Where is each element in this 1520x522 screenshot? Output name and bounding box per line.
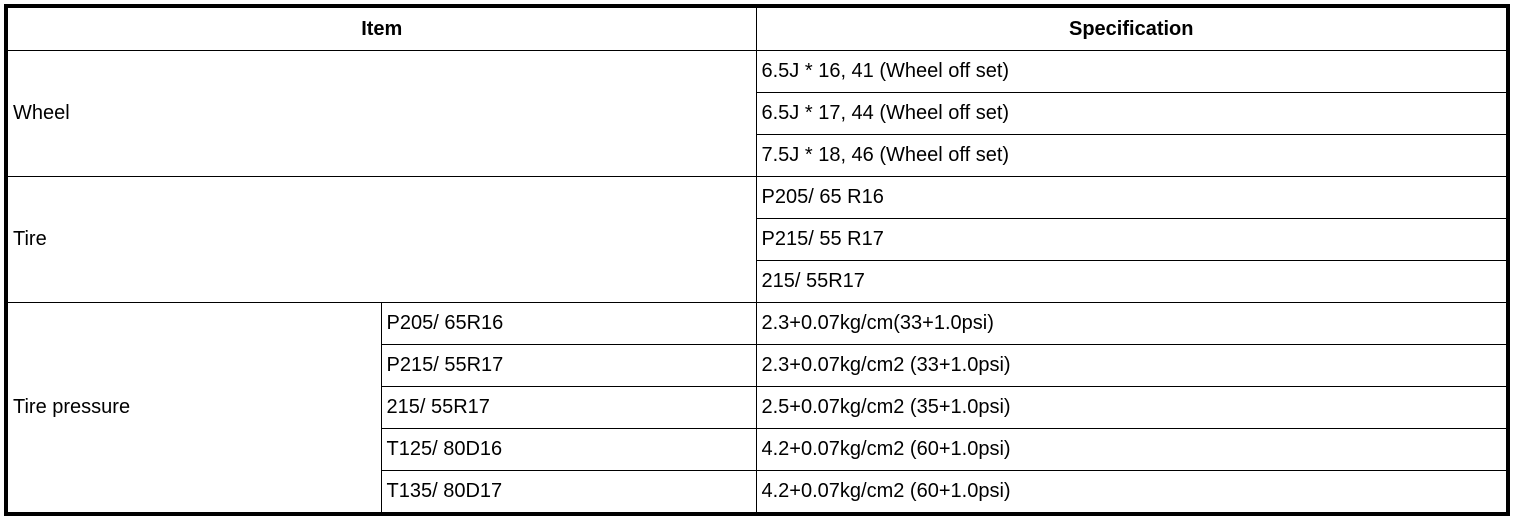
table-row: 6.5J * 17, 44 (Wheel off set) bbox=[6, 92, 1509, 135]
tire-size: T135/ 80D17 bbox=[380, 470, 757, 515]
wheel-spec: 6.5J * 16, 41 (Wheel off set) bbox=[755, 50, 1509, 93]
wheel-spec: 6.5J * 17, 44 (Wheel off set) bbox=[755, 92, 1509, 135]
tire-spec: 215/ 55R17 bbox=[755, 260, 1509, 303]
pressure-spec: 2.3+0.07kg/cm(33+1.0psi) bbox=[755, 302, 1509, 345]
header-specification: Specification bbox=[755, 5, 1509, 51]
table-row: T125/ 80D16 4.2+0.07kg/cm2 (60+1.0psi) bbox=[6, 428, 1509, 471]
header-item: Item bbox=[5, 5, 757, 51]
table-row: Tire pressure P205/ 65R16 2.3+0.07kg/cm(… bbox=[5, 302, 1509, 515]
tire-size: P215/ 55R17 bbox=[380, 344, 757, 387]
tire-pressure-label: Tire pressure bbox=[5, 302, 382, 515]
tire-spec: P215/ 55 R17 bbox=[755, 218, 1509, 261]
pressure-spec: 4.2+0.07kg/cm2 (60+1.0psi) bbox=[755, 428, 1509, 471]
table-row: Wheel 6.5J * 16, 41 (Wheel off set) bbox=[5, 50, 1509, 177]
spec-table: Item Specification Wheel 6.5J * 16, 41 (… bbox=[4, 4, 1510, 516]
table-row: 7.5J * 18, 46 (Wheel off set) bbox=[6, 134, 1509, 177]
tire-size: P205/ 65R16 bbox=[380, 302, 757, 345]
table-row: 215/ 55R17 bbox=[6, 260, 1509, 303]
tire-label: Tire bbox=[5, 176, 757, 303]
pressure-spec: 2.3+0.07kg/cm2 (33+1.0psi) bbox=[755, 344, 1509, 387]
tire-size: 215/ 55R17 bbox=[380, 386, 757, 429]
table-row: P215/ 55R17 2.3+0.07kg/cm2 (33+1.0psi) bbox=[6, 344, 1509, 387]
tire-spec: P205/ 65 R16 bbox=[755, 176, 1509, 219]
table-row: 215/ 55R17 2.5+0.07kg/cm2 (35+1.0psi) bbox=[6, 386, 1509, 429]
header-row: Item Specification bbox=[5, 5, 1509, 51]
table-row: Tire P205/ 65 R16 bbox=[5, 176, 1509, 303]
tire-size: T125/ 80D16 bbox=[380, 428, 757, 471]
pressure-spec: 4.2+0.07kg/cm2 (60+1.0psi) bbox=[755, 470, 1509, 515]
wheel-spec: 7.5J * 18, 46 (Wheel off set) bbox=[755, 134, 1509, 177]
table-row: T135/ 80D17 4.2+0.07kg/cm2 (60+1.0psi) bbox=[6, 470, 1509, 515]
wheel-label: Wheel bbox=[5, 50, 757, 177]
pressure-spec: 2.5+0.07kg/cm2 (35+1.0psi) bbox=[755, 386, 1509, 429]
